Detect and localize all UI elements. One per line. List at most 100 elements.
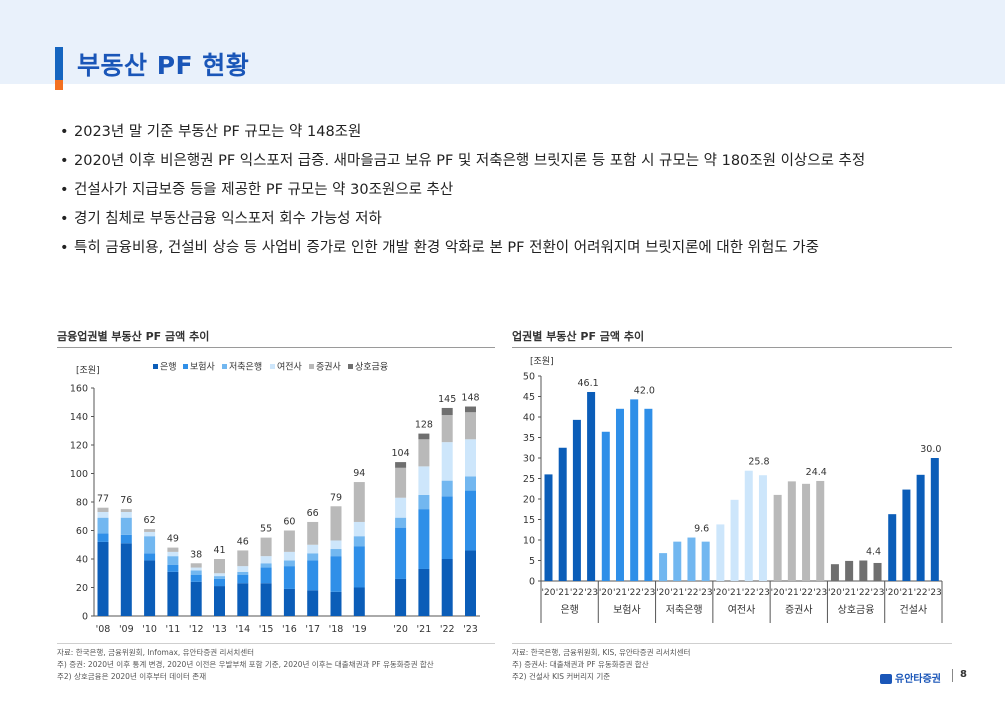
x-tick-label: '23 xyxy=(756,588,770,598)
legend-label: 상호금융 xyxy=(355,362,388,373)
bullet-text: 2020년 이후 비은행권 PF 익스포저 급증. 새마을금고 보유 PF 및 … xyxy=(74,153,866,169)
y-tick-label: 0 xyxy=(82,612,88,623)
bar-segment xyxy=(465,439,476,477)
bar-segment xyxy=(353,536,365,547)
bar-segment xyxy=(465,550,476,616)
right-chart-top-rule xyxy=(512,347,952,348)
x-tick-label: '14 xyxy=(235,624,250,635)
bar xyxy=(888,514,897,581)
bar xyxy=(758,475,767,581)
x-tick-label: '11 xyxy=(166,624,181,635)
x-tick-label: '22 xyxy=(742,588,756,598)
bar-segment xyxy=(214,559,225,574)
y-tick-label: 20 xyxy=(76,583,88,594)
y-tick-label: 20 xyxy=(523,495,535,506)
bullet-dot: • xyxy=(60,182,69,198)
logo-text: 유안타증권 xyxy=(895,674,941,685)
bar-segment xyxy=(307,521,319,545)
legend-swatch xyxy=(183,364,188,369)
bar-segment xyxy=(237,550,249,567)
legend-label: 여전사 xyxy=(277,361,303,373)
bar-segment xyxy=(395,462,407,468)
y-tick-label: 160 xyxy=(70,384,88,395)
y-tick-label: 45 xyxy=(523,392,535,403)
company-logo: 유안타증권 xyxy=(880,670,941,685)
bar-segment xyxy=(144,536,156,554)
legend-label: 증권사 xyxy=(316,361,342,373)
x-tick-label: '15 xyxy=(259,624,274,635)
bar-segment xyxy=(465,412,476,440)
y-tick-label: 140 xyxy=(70,412,88,423)
bar xyxy=(873,562,882,581)
page-title: 부동산 PF 현황 xyxy=(77,51,250,80)
group-label: 여전사 xyxy=(728,604,756,616)
bar-segment xyxy=(330,556,342,592)
group-label: 건설사 xyxy=(900,604,928,616)
bar-value-label: 4.4 xyxy=(866,547,881,558)
bar-segment xyxy=(237,571,249,575)
bullet-text: 2023년 말 기준 부동산 PF 규모는 약 148조원 xyxy=(74,124,362,140)
bar-segment xyxy=(97,511,109,518)
bullet-item: • 2023년 말 기준 부동산 PF 규모는 약 148조원 xyxy=(60,118,865,147)
bar-total-label: 41 xyxy=(213,545,225,556)
bar-segment xyxy=(260,583,272,616)
bullet-text: 경기 침체로 부동산금융 익스포저 회수 가능성 저하 xyxy=(74,211,382,227)
bar xyxy=(673,541,682,581)
legend-label: 저축은행 xyxy=(229,361,262,373)
legend-swatch xyxy=(222,364,227,369)
bar-segment xyxy=(418,466,430,495)
bar-segment xyxy=(441,559,453,616)
bar xyxy=(730,499,739,581)
y-tick-label: 35 xyxy=(523,433,535,444)
stacked-bar-chart: 0 20 40 60 80 100 120 140 160 [조원] 은행 보험사 저축은행 여전사 증권사… xyxy=(70,361,480,635)
bar-segment xyxy=(330,540,342,550)
title-accent-mark xyxy=(55,80,63,90)
bar-segment xyxy=(190,574,202,582)
x-tick-label: '23 xyxy=(699,588,713,598)
bar-segment xyxy=(418,433,430,440)
bar-total-label: 55 xyxy=(260,524,272,535)
bar-segment xyxy=(330,506,342,541)
bar-segment xyxy=(190,563,202,568)
x-tick-label: '23 xyxy=(813,588,827,598)
y-tick-label: 5 xyxy=(529,556,535,567)
bar-segment xyxy=(120,511,132,518)
bar-segment xyxy=(167,571,179,616)
bar-segment xyxy=(441,496,453,559)
note-line: 주2) 건설사 KIS 커버리지 기준 xyxy=(512,672,611,681)
x-tick-label: '20 xyxy=(542,588,556,598)
left-source-notes: 자료: 한국은행, 금융위원회, Infomax, 유안타증권 리서치센터 주)… xyxy=(57,647,434,683)
bar-segment xyxy=(330,549,342,557)
bar-segment xyxy=(190,570,202,575)
bar xyxy=(787,481,796,581)
x-tick-label: '22 xyxy=(570,588,584,598)
x-tick-label: '22 xyxy=(914,588,928,598)
y-axis-unit: [조원] xyxy=(530,356,554,367)
x-tick-label: '17 xyxy=(305,624,320,635)
bar xyxy=(587,391,596,581)
bar-segment xyxy=(283,588,295,616)
bar-value-label: 30.0 xyxy=(920,444,941,455)
bar-segment xyxy=(167,547,179,552)
y-tick-label: 120 xyxy=(70,441,88,452)
x-tick-label: '21 xyxy=(785,588,799,598)
legend-label: 보험사 xyxy=(190,362,216,373)
bar-total-label: 38 xyxy=(190,549,202,560)
right-source-notes: 자료: 한국은행, 금융위원회, KIS, 유안타증권 리서치센터 주) 증권사… xyxy=(512,647,690,683)
x-tick-label: '20 xyxy=(713,588,727,598)
bar-segment xyxy=(97,541,109,616)
x-tick-label: '22 xyxy=(627,588,641,598)
x-tick-label: '23 xyxy=(871,588,885,598)
bar-total-label: 104 xyxy=(392,448,410,459)
summary-bullets: • 2023년 말 기준 부동산 PF 규모는 약 148조원 • 2020년 이후… xyxy=(60,118,865,263)
bar-segment xyxy=(120,517,132,535)
bullet-item: • 특히 금융비용, 건설비 상승 등 사업비 증가로 인한 개발 환경 악화로 … xyxy=(60,234,865,263)
bar-segment xyxy=(441,442,453,481)
bar-segment xyxy=(353,482,365,522)
x-tick-label: '13 xyxy=(212,624,227,635)
bar-total-label: 148 xyxy=(461,393,479,404)
bullet-dot: • xyxy=(60,211,69,227)
bar-segment xyxy=(167,564,179,572)
bar xyxy=(572,419,581,581)
y-tick-label: 60 xyxy=(76,526,88,537)
